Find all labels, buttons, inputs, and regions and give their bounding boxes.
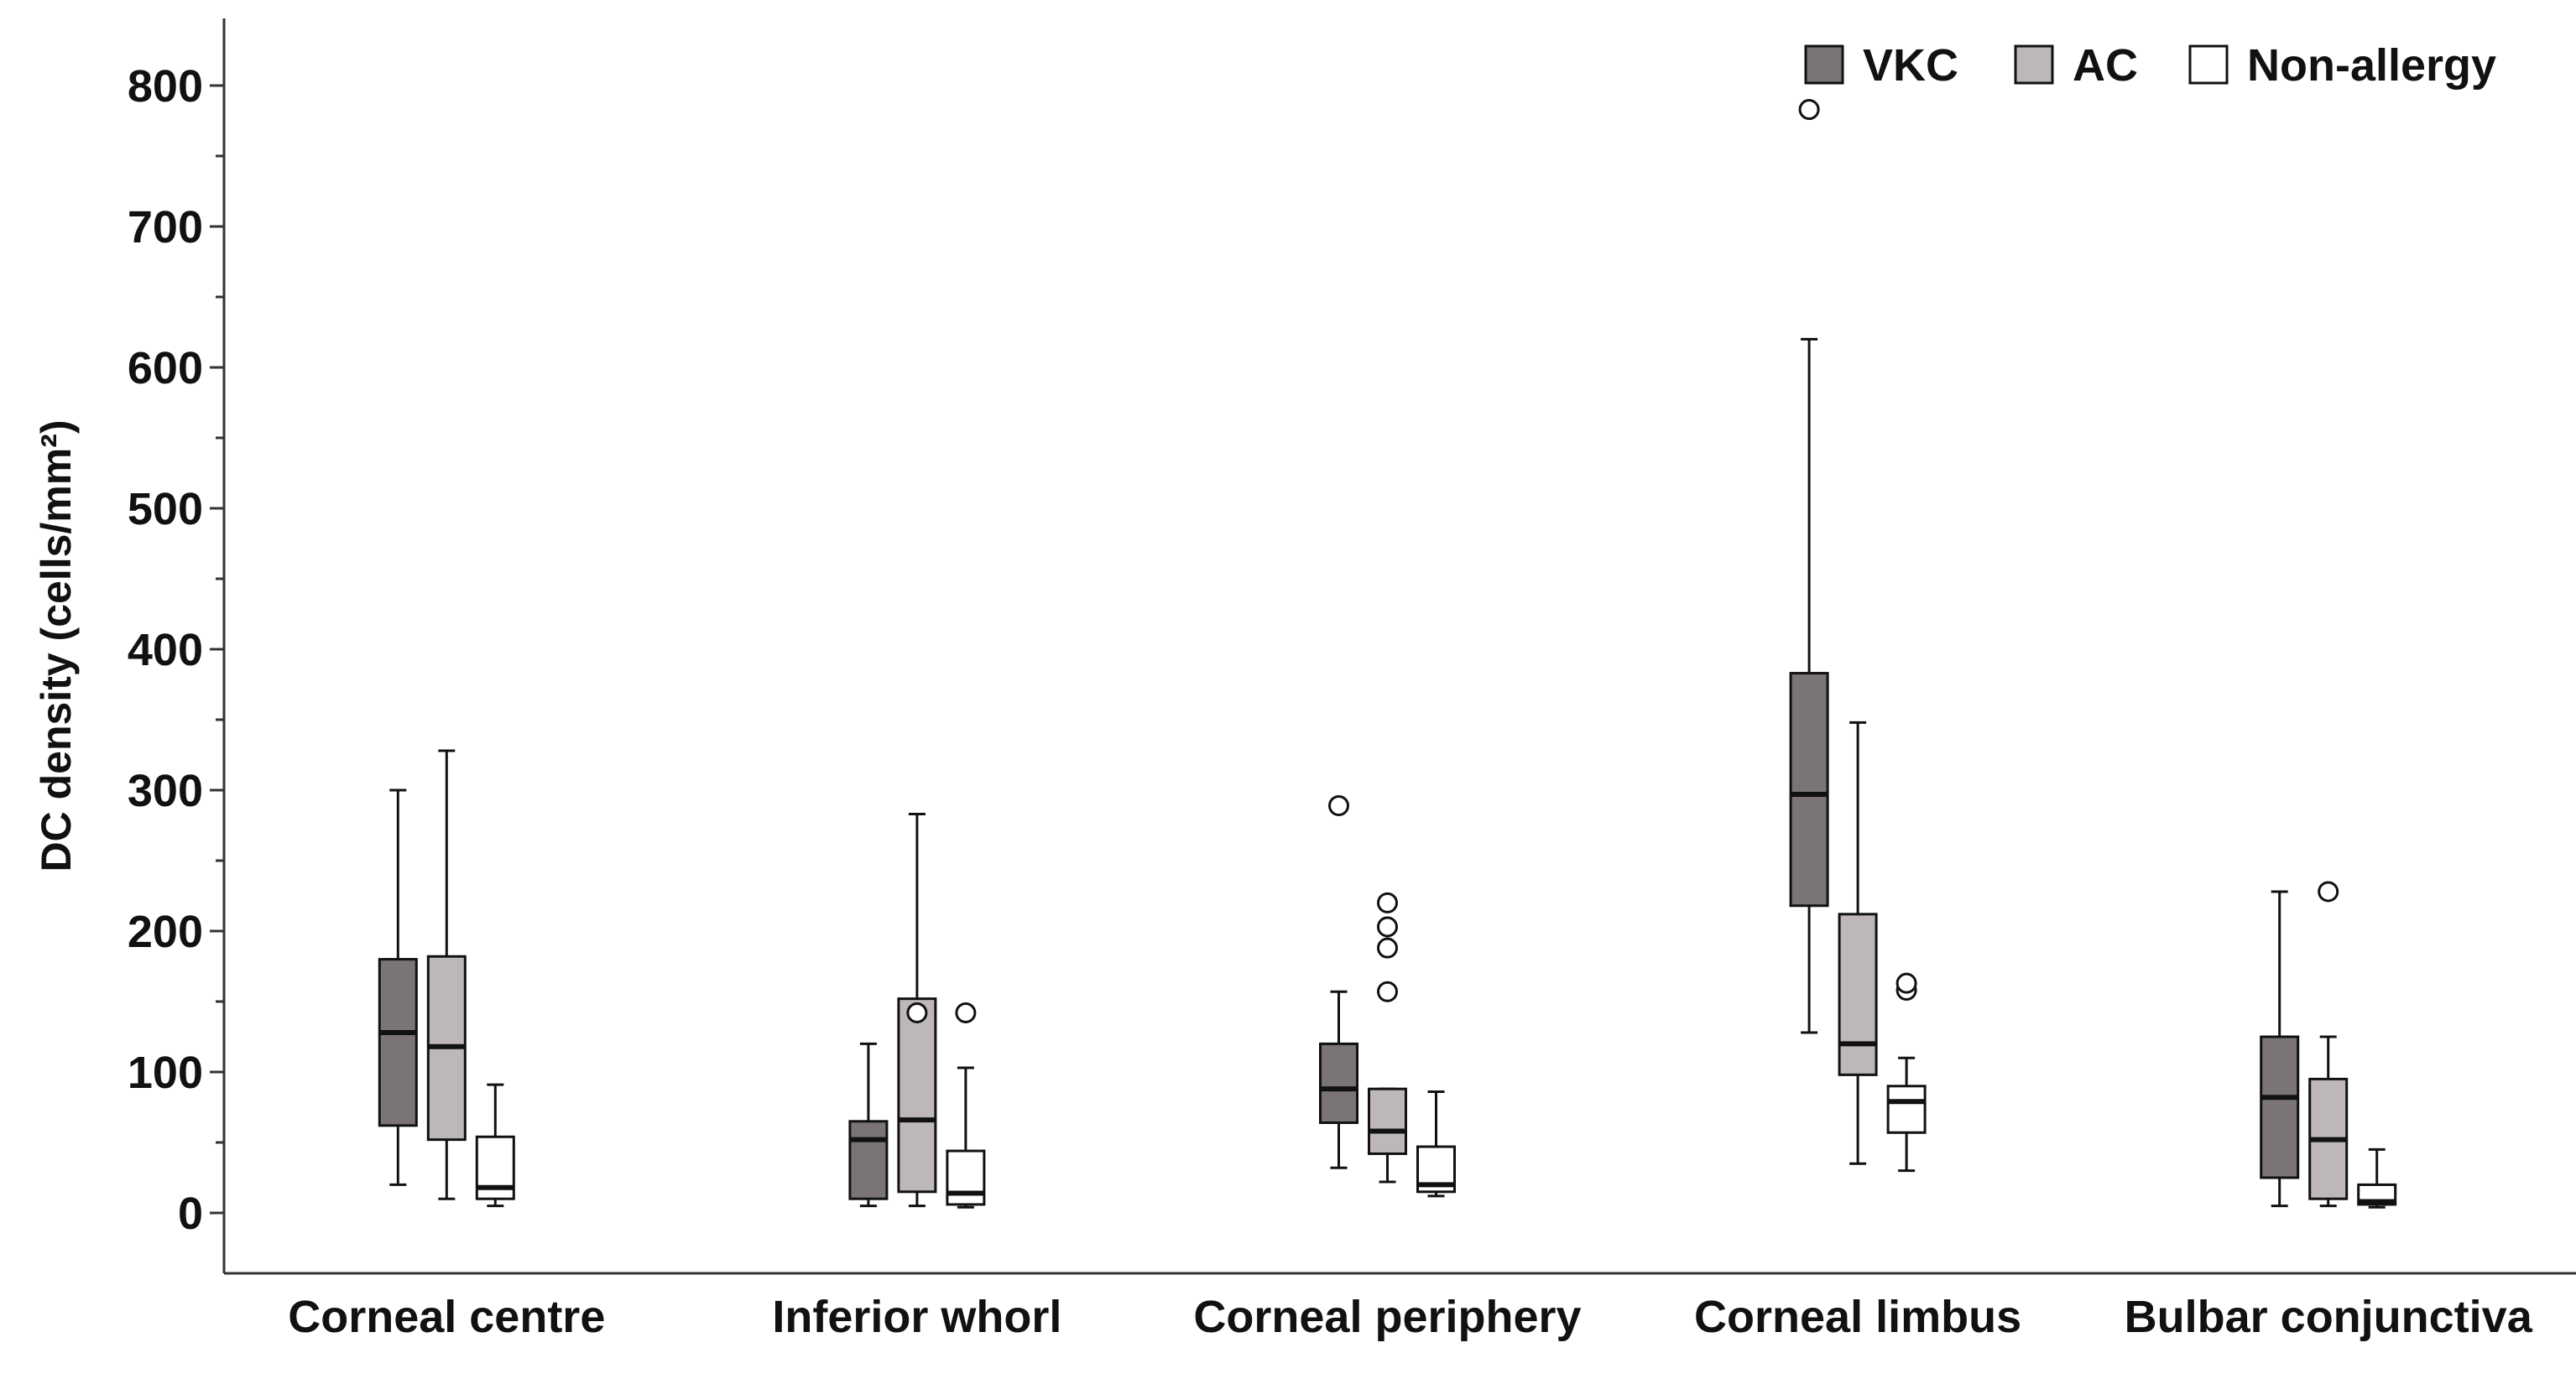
outlier-point — [1895, 972, 1917, 994]
y-tick-label: 100 — [128, 1048, 203, 1098]
legend-swatch — [1804, 44, 1844, 85]
iqr-box — [1838, 913, 1878, 1076]
outlier-point — [1377, 892, 1398, 913]
box-ac-3 — [1838, 721, 1878, 1165]
box-vkc-1 — [848, 1042, 889, 1208]
y-tick-label: 200 — [128, 907, 203, 957]
x-tick-label: Corneal limbus — [1694, 1292, 2021, 1342]
outlier-point — [906, 1002, 928, 1023]
outlier-point — [1377, 981, 1398, 1002]
box-vkc-3 — [1789, 99, 1829, 1034]
y-tick-label: 600 — [128, 343, 203, 393]
legend-item-vkc: VKC — [1804, 40, 1958, 91]
box-ac-0 — [426, 749, 467, 1200]
outlier-point — [1798, 99, 1820, 121]
iqr-box — [946, 1149, 986, 1206]
iqr-box — [2260, 1035, 2300, 1179]
iqr-box — [1886, 1085, 1927, 1134]
y-tick-label: 700 — [128, 202, 203, 252]
y-tick-label: 0 — [178, 1189, 203, 1239]
legend-swatch — [2014, 44, 2054, 85]
iqr-box — [378, 958, 418, 1127]
legend-label: VKC — [1863, 40, 1958, 91]
box-ac-4 — [2308, 881, 2349, 1208]
box-vkc-4 — [2260, 890, 2300, 1208]
y-axis-label: DC density (cells/mm²) — [33, 419, 80, 872]
outlier-point — [2318, 881, 2339, 903]
legend-label: AC — [2073, 40, 2138, 91]
box-ac-1 — [897, 813, 937, 1208]
box-non-allergy-3 — [1886, 972, 1927, 1173]
box-non-allergy-0 — [475, 1083, 515, 1208]
x-tick-label: Corneal centre — [288, 1292, 605, 1342]
box-non-allergy-2 — [1416, 1090, 1456, 1198]
legend-item-ac: AC — [2014, 40, 2138, 91]
legend: VKC AC Non-allergy — [1804, 40, 2496, 91]
boxes — [378, 99, 2397, 1209]
box-vkc-2 — [1319, 794, 1358, 1169]
x-tick-label: Bulbar conjunctiva — [2125, 1292, 2533, 1342]
box-non-allergy-4 — [2357, 1147, 2397, 1209]
iqr-box — [1368, 1087, 1407, 1155]
y-tick-label: 400 — [128, 625, 203, 675]
outlier-point — [1377, 916, 1398, 938]
iqr-box — [897, 997, 937, 1194]
iqr-box — [1319, 1042, 1358, 1124]
y-tick-label: 500 — [128, 484, 203, 534]
box-ac-2 — [1368, 892, 1407, 1184]
outlier-point — [1328, 794, 1349, 816]
legend-swatch — [2188, 44, 2229, 85]
y-tick-label: 800 — [128, 61, 203, 112]
x-tick-label: Corneal periphery — [1193, 1292, 1581, 1342]
box-non-allergy-1 — [946, 1002, 986, 1209]
iqr-box — [848, 1120, 889, 1200]
outlier-point — [1377, 937, 1398, 959]
legend-item-non-allergy: Non-allergy — [2188, 40, 2496, 91]
y-ticks: 0 100 200 300 400 500 600 700 800 — [128, 61, 224, 1239]
y-tick-label: 300 — [128, 766, 203, 816]
x-tick-label: Inferior whorl — [772, 1292, 1061, 1342]
x-ticks: Corneal centre Inferior whorl Corneal peri… — [288, 1292, 2532, 1342]
outlier-point — [955, 1002, 977, 1023]
box-vkc-0 — [378, 788, 418, 1186]
iqr-box — [1789, 672, 1829, 908]
legend-label: Non-allergy — [2247, 40, 2496, 91]
